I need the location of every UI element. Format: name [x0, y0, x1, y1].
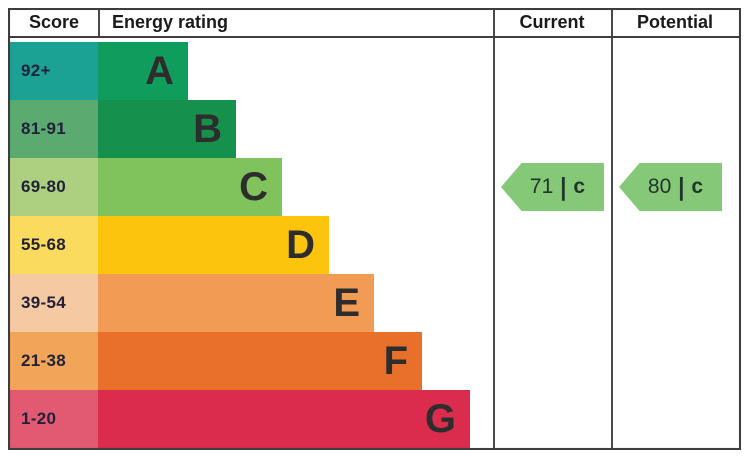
band-bar-c: C — [98, 158, 282, 216]
potential-column-divider — [611, 10, 613, 448]
band-row-c: 69-80 C — [10, 158, 491, 216]
potential-rating-value: 80 — [647, 175, 672, 198]
band-score-range: 1-20 — [10, 390, 98, 448]
band-row-g: 1-20 G — [10, 390, 491, 448]
potential-rating-band: c — [691, 175, 704, 198]
table-header: Score Energy rating Current Potential — [10, 10, 739, 38]
band-row-d: 55-68 D — [10, 216, 491, 274]
band-row-f: 21-38 F — [10, 332, 491, 390]
band-score-range: 81-91 — [10, 100, 98, 158]
header-energy-rating: Energy rating — [112, 12, 229, 32]
band-bar-g: G — [98, 390, 470, 448]
potential-rating-arrow: 80 | c — [619, 163, 722, 211]
rating-bands: 92+ A 81-91 B 69-80 C 55-68 D 39-54 E 21… — [10, 42, 491, 448]
current-rating-value: 71 — [529, 175, 554, 198]
band-row-e: 39-54 E — [10, 274, 491, 332]
header-current: Current — [519, 12, 585, 32]
band-score-range: 69-80 — [10, 158, 98, 216]
band-bar-f: F — [98, 332, 422, 390]
current-column-divider — [493, 10, 495, 448]
header-potential: Potential — [636, 12, 713, 32]
band-bar-d: D — [98, 216, 329, 274]
band-row-a: 92+ A — [10, 42, 491, 100]
band-score-range: 92+ — [10, 42, 98, 100]
epc-table: Score Energy rating Current Potential 92… — [8, 8, 741, 450]
band-row-b: 81-91 B — [10, 100, 491, 158]
current-rating-band: c — [573, 175, 586, 198]
header-score: Score — [10, 10, 100, 36]
band-bar-e: E — [98, 274, 374, 332]
band-score-range: 39-54 — [10, 274, 98, 332]
band-bar-a: A — [98, 42, 188, 100]
band-bar-b: B — [98, 100, 236, 158]
current-rating-separator: | — [560, 172, 567, 201]
potential-rating-separator: | — [678, 172, 685, 201]
current-rating-arrow: 71 | c — [501, 163, 604, 211]
band-score-range: 55-68 — [10, 216, 98, 274]
band-score-range: 21-38 — [10, 332, 98, 390]
